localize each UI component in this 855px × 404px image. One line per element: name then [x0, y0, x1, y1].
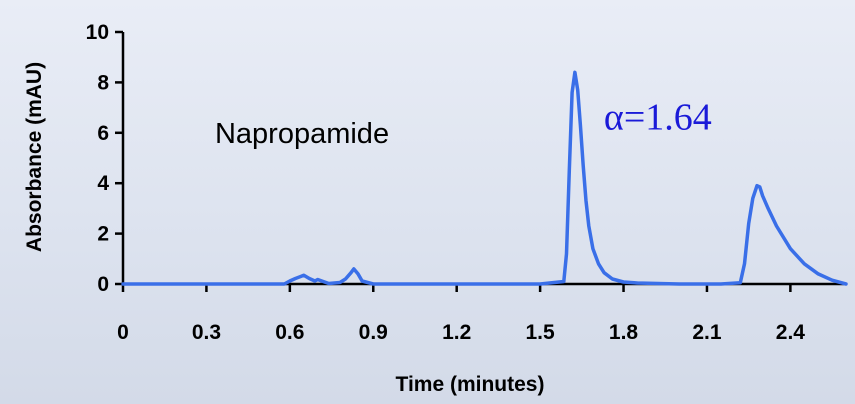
y-tick-label: 6: [97, 122, 109, 145]
y-tick-label: 10: [86, 21, 109, 44]
x-tick-label: 0.6: [275, 321, 304, 344]
selectivity-label: α=1.64: [604, 97, 712, 139]
x-tick-label: 0: [117, 321, 129, 344]
compound-label: Napropamide: [215, 118, 389, 150]
y-tick-label: 0: [97, 273, 109, 296]
x-axis-ticks: 0 0.3 0.6 0.9 1.2 1.5 1.8 2.1 2.4: [117, 284, 805, 344]
y-tick-label: 4: [97, 172, 109, 195]
x-tick-label: 1.5: [526, 321, 556, 344]
x-tick-label: 2.4: [776, 321, 806, 344]
x-tick-label: 0.3: [192, 321, 221, 344]
absorbance-trace: [121, 70, 848, 286]
x-tick-label: 1.8: [609, 321, 639, 344]
y-tick-label: 2: [97, 223, 109, 246]
y-axis-ticks: 0 2 4 6 8 10: [86, 21, 123, 296]
x-tick-label: 1.2: [442, 321, 471, 344]
y-axis-title-group: Absorbance (mAU): [23, 62, 46, 252]
y-axis-title: Absorbance (mAU): [23, 62, 46, 252]
x-tick-label: 2.1: [692, 321, 722, 344]
x-axis-title: Time (minutes): [396, 373, 545, 396]
x-tick-label: 0.9: [359, 321, 388, 344]
y-tick-label: 8: [97, 71, 109, 94]
